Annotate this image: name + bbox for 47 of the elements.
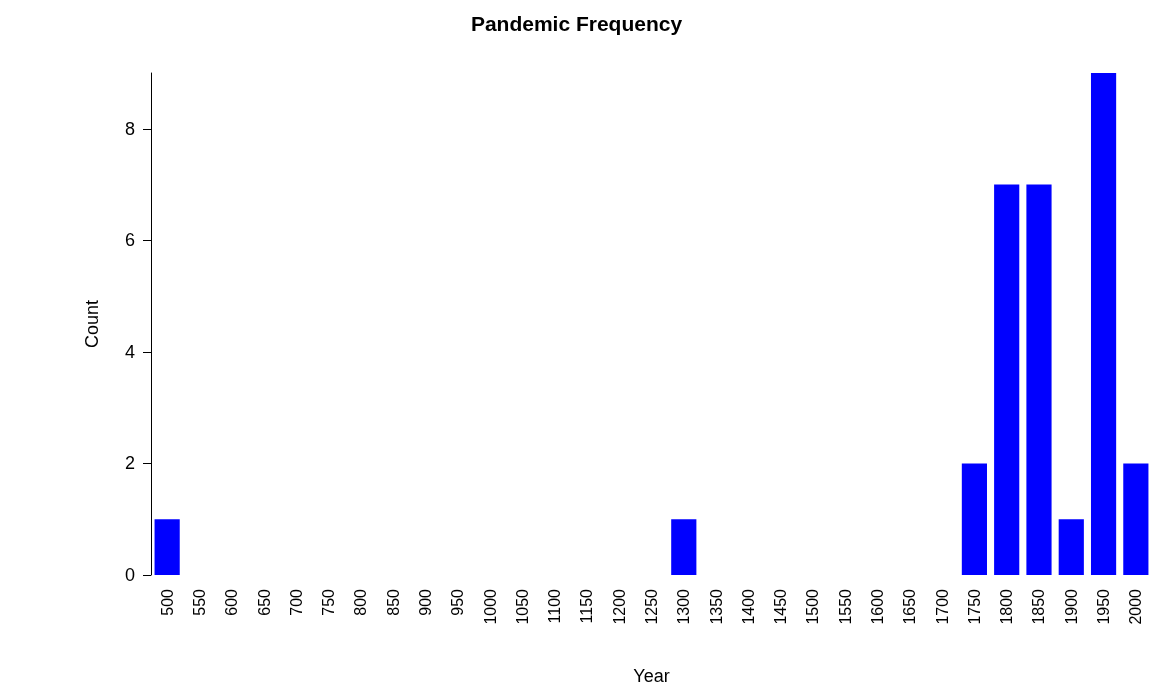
x-tick-label: 1450 — [772, 588, 790, 625]
y-tick-label: 0 — [124, 565, 135, 585]
x-tick-label: 1700 — [933, 588, 951, 625]
x-tick-label: 500 — [158, 588, 176, 616]
bar — [671, 519, 697, 575]
x-tick-label: 600 — [223, 588, 241, 616]
x-tick-label: 1950 — [1095, 588, 1113, 625]
x-tick-label: 650 — [255, 588, 273, 616]
x-tick-label: 1000 — [481, 588, 499, 625]
y-tick-label: 8 — [124, 118, 135, 139]
x-tick-label: 1750 — [965, 588, 983, 625]
x-tick-label: 1600 — [869, 588, 887, 625]
x-tick-label: 1800 — [998, 588, 1016, 625]
x-tick-label: 1500 — [804, 588, 822, 625]
x-tick-label: 1550 — [836, 588, 854, 625]
x-tick-label: 1100 — [546, 588, 564, 624]
x-tick-label: 2000 — [1127, 588, 1145, 625]
y-tick-label: 2 — [124, 453, 135, 474]
bar — [961, 463, 987, 575]
x-tick-label: 1400 — [739, 588, 757, 625]
bar — [1090, 73, 1117, 575]
x-tick-label: 1900 — [1062, 588, 1080, 625]
x-tick-label: 550 — [190, 588, 208, 616]
x-tick-label: 850 — [384, 588, 402, 616]
x-tick-label: 950 — [449, 588, 467, 616]
bar — [1026, 184, 1052, 575]
x-tick-label: 700 — [287, 588, 305, 616]
x-axis-title: Year — [633, 666, 670, 686]
bar — [1058, 519, 1084, 575]
y-tick-label: 6 — [124, 230, 135, 251]
x-tick-label: 1350 — [707, 588, 725, 625]
x-tick-label: 1650 — [901, 588, 919, 625]
x-tick-label: 1050 — [513, 588, 531, 625]
x-tick-label: 1150 — [578, 588, 596, 624]
bar — [1123, 463, 1149, 575]
x-tick-label: 800 — [352, 588, 370, 616]
y-tick-label: 4 — [124, 341, 135, 362]
y-axis-title: Count — [82, 299, 102, 349]
x-tick-label: 1850 — [1030, 588, 1048, 625]
chart-title: Pandemic Frequency — [470, 12, 683, 35]
x-tick-label: 900 — [416, 588, 434, 616]
x-tick-label: 1250 — [643, 588, 660, 625]
bar — [154, 519, 180, 575]
x-tick-label: 1300 — [675, 588, 693, 625]
bar — [994, 184, 1020, 575]
x-tick-label: 1200 — [610, 588, 628, 625]
x-tick-label: 750 — [320, 588, 338, 616]
